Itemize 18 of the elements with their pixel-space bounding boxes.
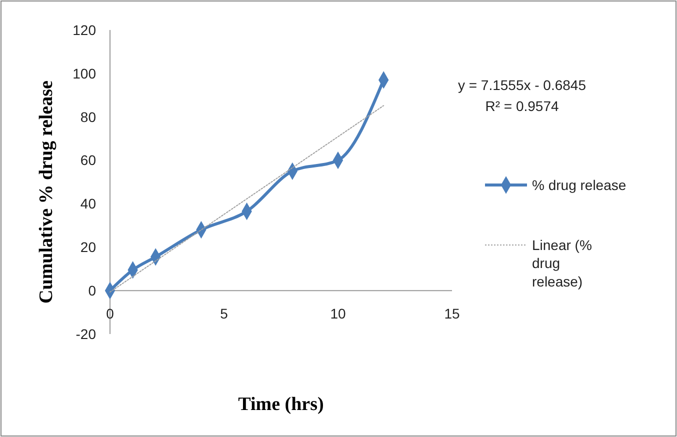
text: y = 7.1555x - 0.6845 [458, 77, 586, 93]
x-tick-label: 10 [330, 306, 346, 322]
legend-label: % drug release [532, 176, 626, 193]
x-axis-title: Time (hrs) [238, 394, 324, 415]
y-tick-label: 0 [88, 282, 96, 298]
y-tick-label: 20 [80, 239, 96, 256]
y-tick-label: 120 [72, 22, 96, 38]
y-axis-title: Cumulative % drug release [36, 80, 57, 304]
y-tick-label: 80 [80, 108, 96, 125]
x-tick-label: 15 [444, 306, 460, 322]
x-tick-label: 5 [220, 306, 228, 322]
y-tick-label: -20 [76, 326, 96, 342]
x-tick-label: 0 [106, 306, 114, 322]
y-tick-label: 100 [72, 65, 96, 82]
text: R² = 0.9574 [485, 98, 559, 114]
y-tick-label: 40 [80, 196, 96, 212]
legend-label: Linear (% drug release) [532, 236, 592, 290]
y-tick-label: 60 [80, 152, 96, 168]
